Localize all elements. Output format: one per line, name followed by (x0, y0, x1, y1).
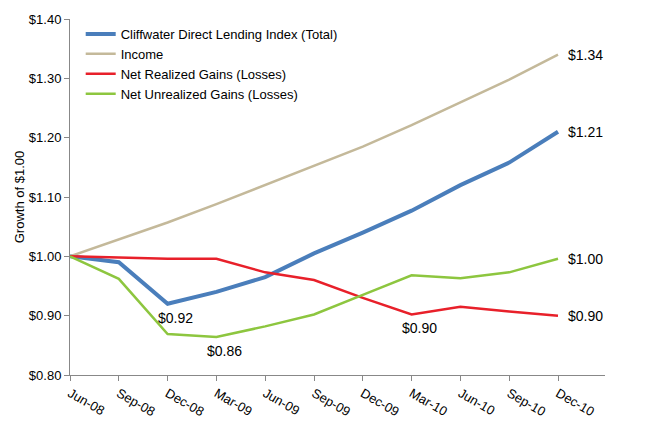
svg-text:Growth of $1.00: Growth of $1.00 (12, 151, 27, 244)
svg-text:$1.30: $1.30 (29, 71, 62, 86)
svg-text:Sep-08: Sep-08 (114, 385, 158, 419)
svg-text:Dec-08: Dec-08 (163, 385, 207, 419)
svg-text:$0.90: $0.90 (402, 320, 437, 336)
svg-text:Jun-10: Jun-10 (456, 385, 498, 418)
svg-text:Dec-09: Dec-09 (358, 385, 402, 419)
svg-text:Jun-09: Jun-09 (260, 385, 302, 418)
svg-text:Mar-09: Mar-09 (212, 385, 255, 419)
svg-text:Income: Income (121, 47, 164, 62)
svg-text:$1.21: $1.21 (568, 124, 603, 140)
svg-text:Sep-09: Sep-09 (309, 385, 353, 419)
svg-text:Net Unrealized Gains (Losses): Net Unrealized Gains (Losses) (121, 87, 298, 102)
svg-text:Net Realized Gains (Losses): Net Realized Gains (Losses) (121, 67, 286, 82)
svg-text:$1.10: $1.10 (29, 190, 62, 205)
svg-text:Mar-10: Mar-10 (407, 385, 450, 419)
svg-text:$1.20: $1.20 (29, 130, 62, 145)
svg-text:$0.80: $0.80 (29, 368, 62, 383)
svg-text:$1.40: $1.40 (29, 12, 62, 27)
svg-text:Sep-10: Sep-10 (504, 385, 548, 419)
svg-text:$1.34: $1.34 (568, 47, 603, 63)
svg-text:$0.90: $0.90 (29, 308, 62, 323)
svg-text:Jun-08: Jun-08 (65, 385, 107, 418)
svg-text:$0.86: $0.86 (207, 343, 242, 359)
svg-text:Dec-10: Dec-10 (553, 385, 597, 419)
svg-text:$1.00: $1.00 (568, 251, 603, 267)
svg-text:Cliffwater Direct Lending Inde: Cliffwater Direct Lending Index (Total) (121, 27, 338, 42)
svg-text:$0.90: $0.90 (568, 308, 603, 324)
svg-text:$0.92: $0.92 (158, 310, 193, 326)
svg-text:$1.00: $1.00 (29, 249, 62, 264)
